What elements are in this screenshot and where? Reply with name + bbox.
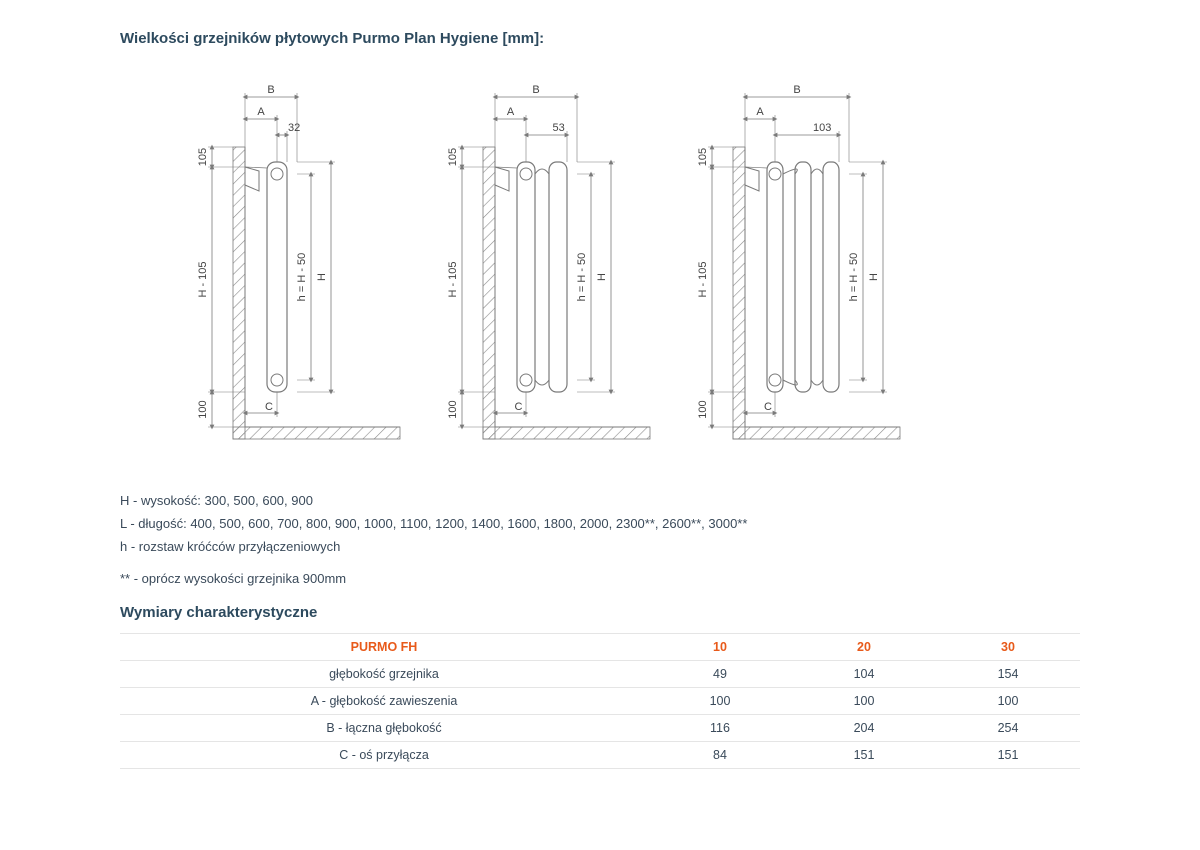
radiator-cross-section-diagram: B A 32 105 H - 105 100 h = H - 50 H C	[180, 67, 420, 467]
table-cell: 154	[936, 661, 1080, 688]
svg-text:B: B	[532, 84, 539, 96]
svg-text:H - 105: H - 105	[447, 261, 459, 297]
table-cell: 84	[648, 742, 792, 769]
diagram: B A 32 105 H - 105 100 h = H - 50 H C	[180, 67, 420, 467]
table-title: Wymiary charakterystyczne	[120, 604, 1080, 621]
svg-text:h = H - 50: h = H - 50	[576, 253, 588, 302]
svg-text:103: 103	[813, 122, 831, 134]
svg-text:100: 100	[197, 400, 209, 418]
svg-text:32: 32	[288, 122, 300, 134]
table-row: A - głębokość zawieszenia100100100	[120, 688, 1080, 715]
svg-text:h = H - 50: h = H - 50	[848, 253, 860, 302]
table-header-cell: 10	[648, 634, 792, 661]
svg-text:H - 105: H - 105	[697, 261, 709, 297]
svg-text:H - 105: H - 105	[197, 261, 209, 297]
table-header-cell: PURMO FH	[120, 634, 648, 661]
svg-text:100: 100	[447, 400, 459, 418]
svg-text:105: 105	[197, 148, 209, 166]
svg-text:C: C	[764, 401, 772, 413]
svg-text:H: H	[596, 273, 608, 281]
svg-text:B: B	[793, 84, 800, 96]
page-title: Wielkości grzejników płytowych Purmo Pla…	[120, 30, 1080, 47]
svg-text:53: 53	[553, 122, 565, 134]
svg-text:B: B	[267, 84, 274, 96]
table-body: głębokość grzejnika49104154A - głębokość…	[120, 661, 1080, 769]
table-cell: 100	[792, 688, 936, 715]
table-cell: A - głębokość zawieszenia	[120, 688, 648, 715]
desc-H: H - wysokość: 300, 500, 600, 900	[120, 491, 1080, 512]
table-cell: 100	[648, 688, 792, 715]
svg-text:H: H	[868, 273, 880, 281]
radiator-cross-section-diagram: B A 53 105 H - 105 100 h = H - 50 H C	[430, 67, 670, 467]
svg-text:C: C	[515, 401, 523, 413]
svg-text:105: 105	[447, 148, 459, 166]
svg-text:A: A	[507, 106, 515, 118]
radiator-cross-section-diagram: B A 103 105 H - 105 100 h = H - 50 H C	[680, 67, 920, 467]
table-cell: 116	[648, 715, 792, 742]
table-row: C - oś przyłącza84151151	[120, 742, 1080, 769]
table-cell: głębokość grzejnika	[120, 661, 648, 688]
table-row: B - łączna głębokość116204254	[120, 715, 1080, 742]
table-header-row: PURMO FH102030	[120, 634, 1080, 661]
table-row: głębokość grzejnika49104154	[120, 661, 1080, 688]
table-cell: 151	[792, 742, 936, 769]
table-cell: 254	[936, 715, 1080, 742]
table-cell: 204	[792, 715, 936, 742]
table-cell: 49	[648, 661, 792, 688]
svg-text:105: 105	[697, 148, 709, 166]
table-cell: C - oś przyłącza	[120, 742, 648, 769]
table-cell: 100	[936, 688, 1080, 715]
table-cell: 151	[936, 742, 1080, 769]
spec-table: PURMO FH102030 głębokość grzejnika491041…	[120, 633, 1080, 769]
diagram: B A 53 105 H - 105 100 h = H - 50 H C	[430, 67, 670, 467]
svg-text:C: C	[265, 401, 273, 413]
table-cell: B - łączna głębokość	[120, 715, 648, 742]
footnote: ** - oprócz wysokości grzejnika 900mm	[120, 571, 1080, 586]
diagram: B A 103 105 H - 105 100 h = H - 50 H C	[680, 67, 920, 467]
svg-text:H: H	[316, 273, 328, 281]
desc-h: h - rozstaw króćców przyłączeniowych	[120, 537, 1080, 558]
svg-text:100: 100	[697, 400, 709, 418]
diagram-row: B A 32 105 H - 105 100 h = H - 50 H C	[180, 67, 1080, 467]
svg-text:A: A	[756, 106, 764, 118]
desc-L: L - długość: 400, 500, 600, 700, 800, 90…	[120, 514, 1080, 535]
table-header-cell: 20	[792, 634, 936, 661]
svg-text:h = H - 50: h = H - 50	[296, 253, 308, 302]
table-cell: 104	[792, 661, 936, 688]
dimension-descriptions: H - wysokość: 300, 500, 600, 900 L - dłu…	[120, 491, 1080, 557]
svg-text:A: A	[257, 106, 265, 118]
table-header-cell: 30	[936, 634, 1080, 661]
